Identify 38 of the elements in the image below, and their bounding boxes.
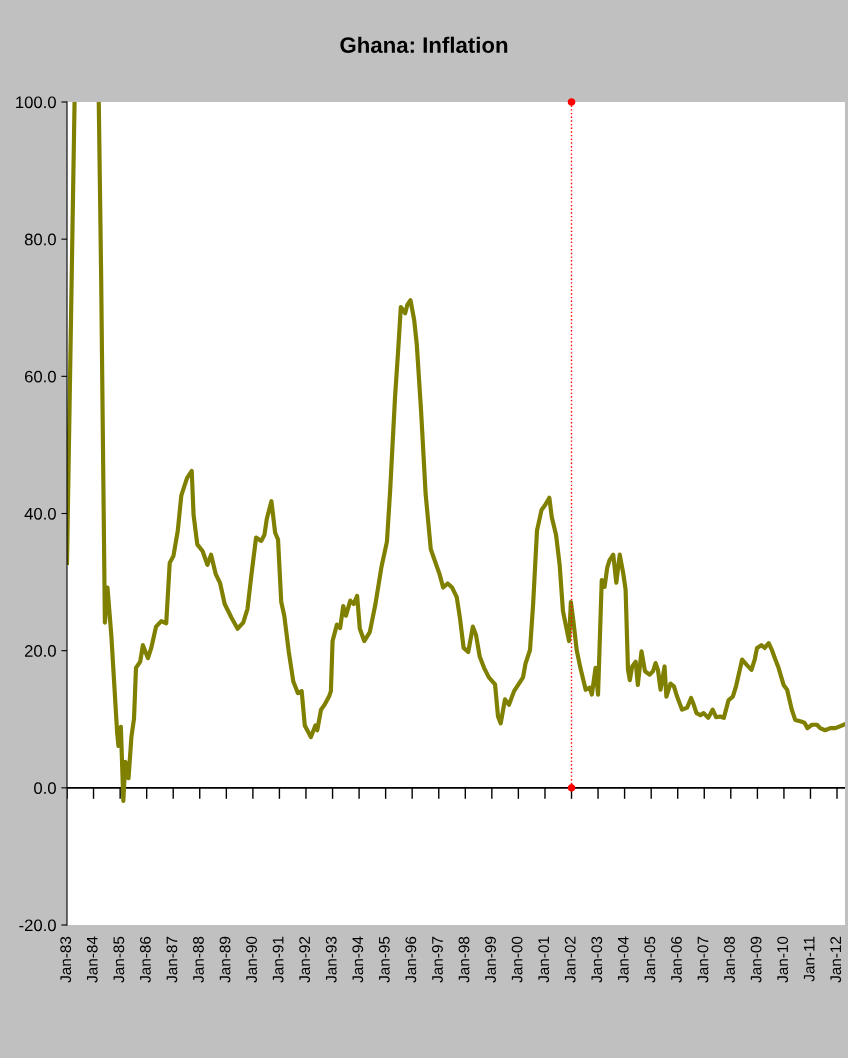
x-tick-label: Jan-97 — [432, 936, 443, 983]
x-tick-label: Jan-89 — [219, 936, 231, 983]
x-tick-label: Jan-00 — [511, 936, 523, 983]
x-tick-label: Jan-01 — [538, 936, 550, 983]
x-tick-label: Jan-08 — [724, 936, 735, 983]
y-tick-label: 80.0 — [24, 233, 56, 246]
x-tick-label: Jan-84 — [86, 936, 98, 983]
x-tick-label: Jan-11 — [803, 936, 815, 982]
y-tick-label: 100.0 — [16, 96, 56, 109]
x-tick-label: Jan-07 — [697, 936, 709, 983]
x-tick-label: Jan-90 — [246, 936, 257, 983]
x-tick-label: Jan-02 — [564, 936, 576, 983]
x-tick-label: Jan-85 — [113, 936, 125, 983]
x-tick-label: Jan-88 — [193, 936, 204, 983]
y-tick-label: 20.0 — [24, 645, 56, 657]
x-tick-label: Jan-95 — [378, 936, 390, 983]
x-tick-label: Jan-96 — [405, 936, 417, 983]
chart-title: Ghana: Inflation — [340, 36, 508, 53]
x-tick-label: Jan-83 — [60, 936, 72, 983]
x-tick-label: Jan-93 — [325, 936, 337, 983]
x-tick-label: Jan-04 — [617, 936, 629, 983]
x-tick-label: Jan-92 — [299, 936, 311, 983]
x-tick-label: Jan-03 — [591, 936, 603, 983]
y-tick-label: -20.0 — [19, 919, 56, 932]
y-tick-label: 0.0 — [34, 782, 56, 795]
x-tick-label: Jan-98 — [458, 936, 470, 983]
x-tick-label: Jan-87 — [166, 936, 178, 983]
x-tick-label: Jan-09 — [750, 936, 762, 983]
x-tick-label: Jan-10 — [777, 936, 789, 983]
y-tick-label: 60.0 — [24, 370, 56, 383]
x-tick-label: Jan-99 — [485, 936, 496, 983]
x-tick-label: Jan-91 — [272, 936, 284, 983]
y-tick-label: 40.0 — [24, 507, 56, 520]
x-tick-label: Jan-94 — [352, 936, 364, 983]
x-tick-label: Jan-86 — [139, 936, 151, 983]
x-tick-label: Jan-12 — [830, 936, 842, 983]
x-tick-label: Jan-06 — [671, 936, 682, 983]
x-tick-label: Jan-05 — [644, 936, 656, 983]
